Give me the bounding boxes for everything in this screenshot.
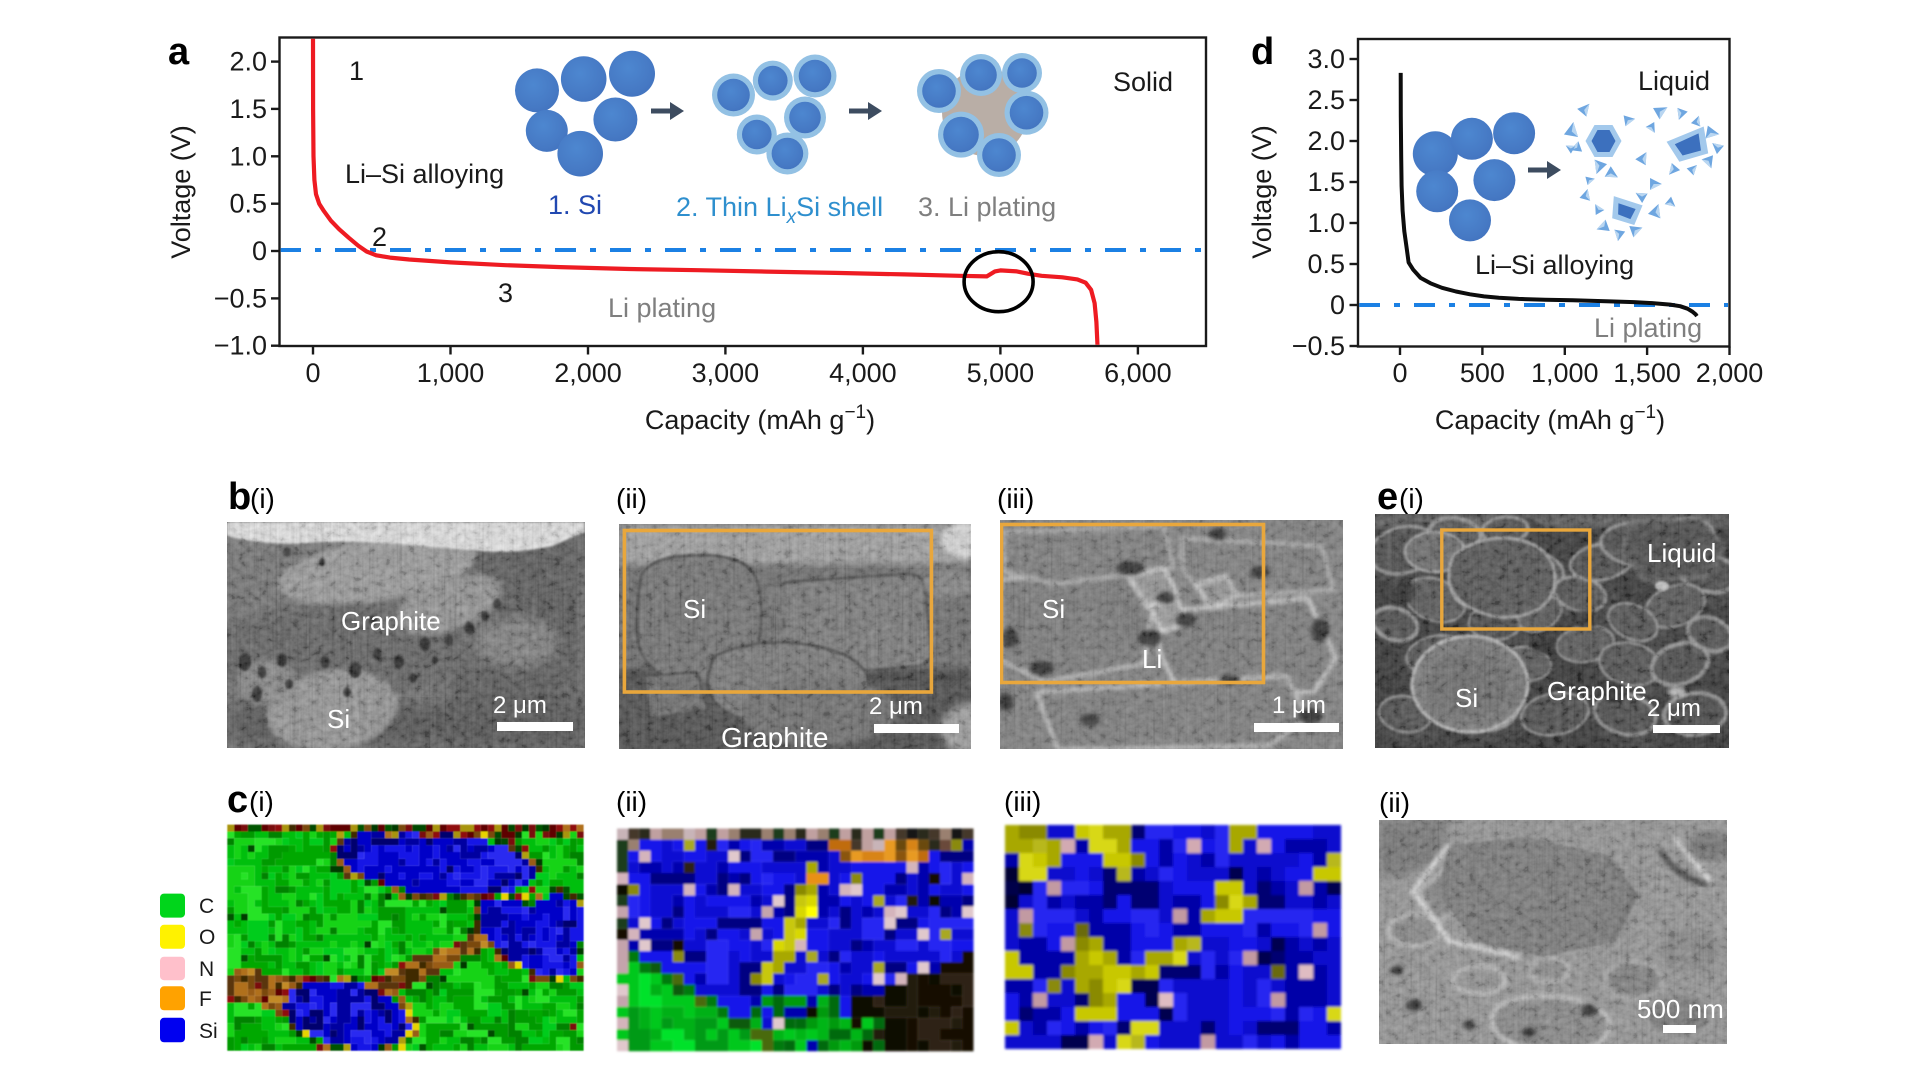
svg-text:Li: Li xyxy=(1142,644,1162,674)
svg-text:3: 3 xyxy=(498,278,513,308)
svg-text:b: b xyxy=(228,476,251,518)
svg-text:Capacity (mAh g−1): Capacity (mAh g−1) xyxy=(645,402,875,435)
svg-text:Voltage (V): Voltage (V) xyxy=(166,125,196,259)
svg-text:Si: Si xyxy=(327,704,350,734)
svg-text:Li plating: Li plating xyxy=(608,293,716,323)
svg-text:Graphite: Graphite xyxy=(1547,676,1647,706)
svg-text:N: N xyxy=(199,958,214,981)
svg-text:2. Thin LixSi shell: 2. Thin LixSi shell xyxy=(676,192,883,228)
svg-text:1,000: 1,000 xyxy=(1531,358,1599,388)
svg-text:2,000: 2,000 xyxy=(554,358,622,388)
svg-text:0.5: 0.5 xyxy=(229,189,267,219)
svg-text:2 μm: 2 μm xyxy=(493,692,547,719)
svg-text:(ii): (ii) xyxy=(1379,787,1410,818)
svg-text:Voltage (V): Voltage (V) xyxy=(1247,125,1277,259)
svg-text:3.0: 3.0 xyxy=(1307,44,1345,74)
svg-text:(i): (i) xyxy=(250,483,275,514)
svg-text:1.0: 1.0 xyxy=(229,141,267,171)
svg-text:Si: Si xyxy=(1042,594,1065,624)
svg-text:0: 0 xyxy=(1330,290,1345,320)
svg-text:Li plating: Li plating xyxy=(1594,313,1702,343)
svg-text:Si: Si xyxy=(1455,683,1478,713)
svg-text:Capacity (mAh g−1): Capacity (mAh g−1) xyxy=(1435,402,1665,435)
svg-text:−0.5: −0.5 xyxy=(214,283,267,313)
svg-text:1,500: 1,500 xyxy=(1613,358,1681,388)
svg-text:(i): (i) xyxy=(249,786,274,817)
svg-text:1.5: 1.5 xyxy=(229,94,267,124)
svg-text:Graphite: Graphite xyxy=(721,722,828,753)
svg-text:2,000: 2,000 xyxy=(1696,358,1764,388)
svg-text:2 μm: 2 μm xyxy=(869,693,923,720)
svg-text:2.5: 2.5 xyxy=(1307,85,1345,115)
svg-text:(iii): (iii) xyxy=(1004,786,1041,817)
svg-text:(iii): (iii) xyxy=(997,483,1034,514)
svg-text:500: 500 xyxy=(1460,358,1505,388)
svg-text:1.0: 1.0 xyxy=(1307,208,1345,238)
svg-text:3,000: 3,000 xyxy=(692,358,760,388)
svg-text:500 nm: 500 nm xyxy=(1637,994,1724,1024)
svg-text:0.5: 0.5 xyxy=(1307,249,1345,279)
svg-text:5,000: 5,000 xyxy=(967,358,1035,388)
svg-text:1.5: 1.5 xyxy=(1307,167,1345,197)
svg-text:2: 2 xyxy=(372,222,387,252)
svg-text:0: 0 xyxy=(1392,358,1407,388)
svg-text:Si: Si xyxy=(199,1020,218,1043)
svg-text:a: a xyxy=(168,31,190,73)
svg-text:(ii): (ii) xyxy=(616,483,647,514)
svg-text:−0.5: −0.5 xyxy=(1292,331,1345,361)
svg-text:2.0: 2.0 xyxy=(229,47,267,77)
svg-text:0: 0 xyxy=(252,236,267,266)
svg-text:6,000: 6,000 xyxy=(1104,358,1172,388)
svg-text:d: d xyxy=(1251,31,1274,73)
svg-text:O: O xyxy=(199,926,215,949)
svg-text:C: C xyxy=(199,895,214,918)
svg-text:0: 0 xyxy=(305,358,320,388)
svg-text:Graphite: Graphite xyxy=(341,606,441,636)
svg-text:1. Si: 1. Si xyxy=(548,190,602,220)
svg-text:e: e xyxy=(1377,476,1398,518)
svg-text:1: 1 xyxy=(349,56,364,86)
svg-text:4,000: 4,000 xyxy=(829,358,897,388)
svg-text:(i): (i) xyxy=(1399,483,1424,514)
svg-text:2 μm: 2 μm xyxy=(1647,695,1701,722)
svg-text:(ii): (ii) xyxy=(616,786,647,817)
svg-text:3. Li plating: 3. Li plating xyxy=(918,192,1056,222)
svg-text:c: c xyxy=(227,779,248,821)
svg-text:F: F xyxy=(199,988,212,1011)
svg-text:1 μm: 1 μm xyxy=(1272,692,1326,719)
svg-text:−1.0: −1.0 xyxy=(214,331,267,361)
svg-text:Solid: Solid xyxy=(1113,67,1173,97)
svg-text:Liquid: Liquid xyxy=(1638,66,1710,96)
svg-text:1,000: 1,000 xyxy=(417,358,485,388)
svg-text:Li–Si alloying: Li–Si alloying xyxy=(1475,250,1634,280)
svg-text:Li–Si alloying: Li–Si alloying xyxy=(345,159,504,189)
svg-text:Liquid: Liquid xyxy=(1647,538,1716,568)
svg-text:Si: Si xyxy=(683,594,706,624)
svg-text:2.0: 2.0 xyxy=(1307,126,1345,156)
